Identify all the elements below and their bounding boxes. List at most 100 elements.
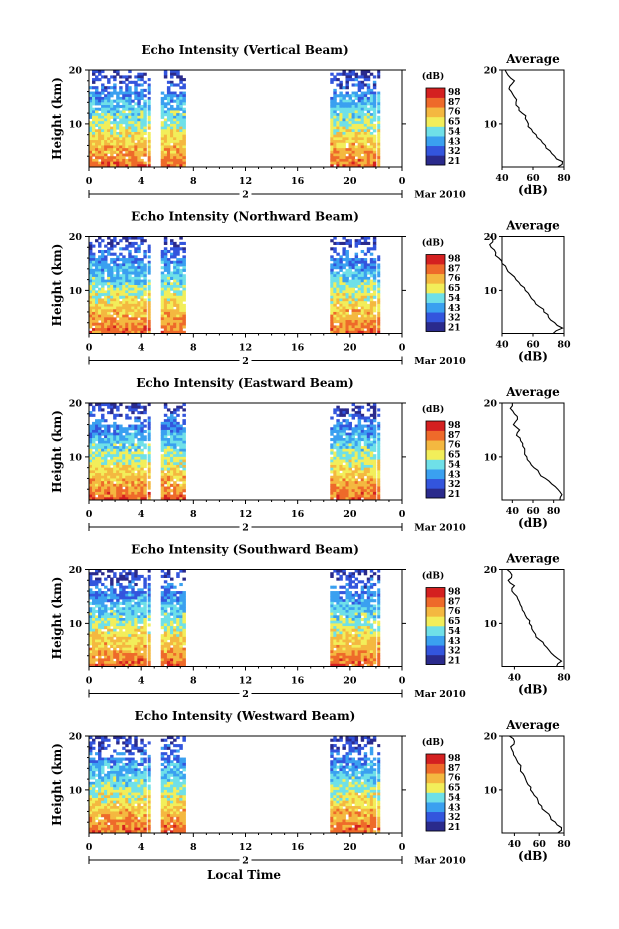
heatmap-cell — [330, 298, 334, 302]
heatmap-cell — [98, 491, 102, 496]
x-tick-label: 16 — [291, 509, 305, 520]
heatmap-cell — [354, 483, 359, 487]
heatmap-cell — [95, 293, 99, 297]
heatmap-cell — [339, 429, 343, 434]
heatmap-cell — [333, 464, 337, 469]
heatmap-cell — [125, 577, 129, 581]
heatmap-cell — [110, 279, 114, 283]
heatmap-cell — [147, 145, 151, 149]
heatmap-cell — [125, 618, 129, 622]
heatmap-cell — [336, 443, 340, 447]
heatmap-cell — [348, 486, 352, 490]
heatmap-cell — [128, 301, 132, 305]
heatmap-cell — [351, 309, 356, 313]
heatmap-cell — [339, 309, 343, 313]
heatmap-cell — [137, 287, 141, 291]
heatmap-cell — [107, 658, 111, 662]
heatmap-cell — [95, 475, 99, 479]
heatmap-cell — [366, 249, 371, 254]
heatmap-cell — [173, 134, 177, 138]
heatmap-cell — [89, 137, 93, 141]
heatmap-cell — [104, 459, 108, 463]
heatmap-cell — [95, 644, 99, 649]
heatmap-cell — [354, 118, 359, 122]
heatmap-cell — [147, 591, 151, 595]
heatmap-cell — [128, 569, 132, 573]
heatmap-cell — [354, 303, 359, 307]
heatmap-cell — [166, 459, 171, 463]
heatmap-cell — [143, 301, 147, 305]
heatmap-cell — [101, 129, 105, 133]
heatmap-cell — [182, 456, 186, 460]
heatmap-cell — [131, 156, 135, 160]
heatmap-cell — [92, 655, 96, 659]
heatmap-cell — [160, 258, 165, 262]
heatmap-cell — [179, 148, 183, 152]
heatmap-cell — [110, 612, 114, 616]
heatmap-cell — [166, 96, 171, 101]
heatmap-cell — [336, 462, 340, 466]
heatmap-cell — [351, 440, 356, 444]
heatmap-cell — [101, 642, 105, 646]
heatmap-cell — [363, 456, 368, 460]
heatmap-cell — [131, 150, 135, 154]
heatmap-cell — [354, 164, 359, 168]
heatmap-cell — [354, 317, 359, 321]
heatmap-cell — [113, 661, 117, 665]
heatmap-cell — [95, 142, 99, 146]
heatmap-cell — [160, 290, 165, 294]
heatmap-cell — [92, 631, 96, 635]
heatmap-cell — [348, 451, 352, 455]
heatmap-cell — [147, 306, 151, 310]
heatmap-cell — [179, 260, 183, 264]
heatmap-cell — [119, 618, 123, 622]
heatmap-cell — [110, 148, 114, 152]
heatmap-cell — [95, 311, 99, 316]
heatmap-cell — [179, 118, 183, 122]
heatmap-cell — [179, 470, 183, 474]
heatmap-cell — [101, 123, 105, 127]
heatmap-cell — [360, 158, 365, 163]
heatmap-cell — [372, 282, 377, 286]
heatmap-cell — [170, 604, 174, 608]
heatmap-cell — [333, 121, 337, 125]
heatmap-cell — [119, 258, 123, 262]
heatmap-cell — [131, 110, 135, 114]
heatmap-cell — [140, 639, 144, 643]
heatmap-cell — [372, 478, 377, 482]
heatmap-cell — [137, 126, 141, 130]
heatmap-cell — [176, 131, 180, 136]
heatmap-cell — [101, 99, 105, 103]
heatmap-cell — [116, 268, 120, 272]
heatmap-cell — [348, 330, 352, 334]
heatmap-cell — [348, 244, 352, 248]
heatmap-cell — [104, 612, 108, 616]
heatmap-cell — [137, 620, 141, 624]
heatmap-cell — [176, 142, 180, 146]
heatmap-cell — [110, 475, 114, 479]
heatmap-cell — [377, 486, 381, 490]
heatmap-cell — [182, 577, 186, 581]
panel-3: Echo Intensity (Eastward Beam)2010Height… — [50, 376, 565, 534]
heatmap-cell — [134, 145, 138, 149]
heatmap-cell — [101, 626, 105, 630]
heatmap-cell — [377, 107, 381, 111]
heatmap-cell — [104, 470, 108, 474]
heatmap-cell — [113, 462, 117, 466]
colorbar-segment — [426, 488, 445, 499]
heatmap-cell — [339, 298, 343, 302]
heatmap-cell — [372, 258, 377, 262]
heatmap-cell — [339, 478, 343, 482]
heatmap-cell — [339, 158, 343, 163]
heatmap-cell — [160, 464, 165, 469]
heatmap-cell — [336, 285, 340, 289]
heatmap-cell — [333, 94, 337, 98]
heatmap-cell — [160, 432, 165, 436]
heatmap-cell — [107, 287, 111, 291]
heatmap-cell — [116, 618, 120, 622]
heatmap-cell — [179, 86, 183, 90]
heatmap-cell — [125, 276, 129, 281]
heatmap-cell — [377, 454, 381, 458]
heatmap-cell — [119, 123, 123, 127]
heatmap-cell — [360, 446, 365, 450]
